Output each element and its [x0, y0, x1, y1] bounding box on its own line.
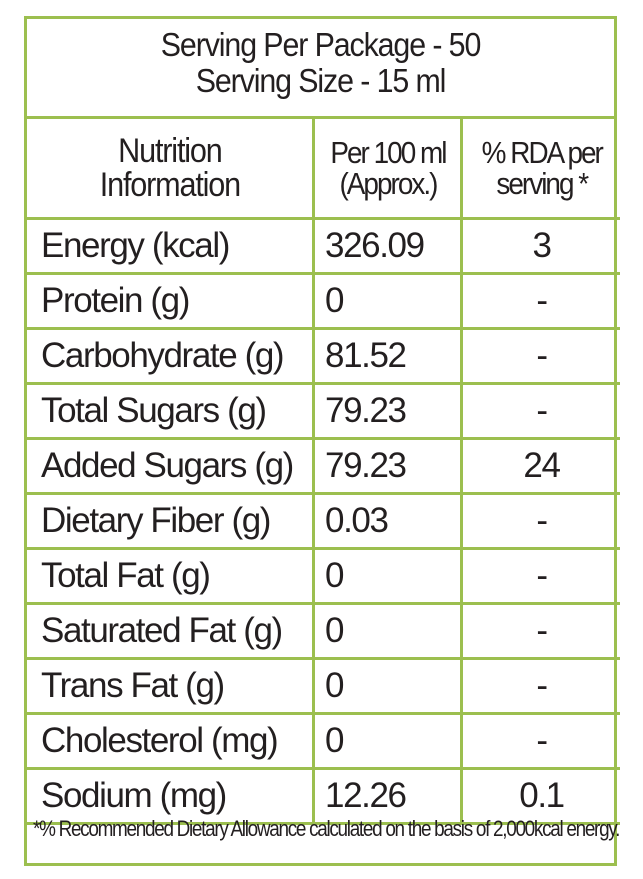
table-row: Cholesterol (mg) 0 -: [27, 712, 620, 770]
table-row: Trans Fat (g) 0 -: [27, 657, 620, 715]
nutrient-name: Energy (kcal): [27, 217, 315, 275]
nutrient-rda: -: [460, 547, 620, 605]
serving-per-package: Serving Per Package - 50: [160, 26, 482, 63]
table-row: Total Sugars (g) 79.23 -: [27, 382, 620, 440]
nutrition-label: Serving Per Package - 50 Serving Size - …: [24, 16, 620, 866]
nutrient-value: 12.26: [312, 767, 463, 825]
table-row: Carbohydrate (g) 81.52 -: [27, 327, 620, 385]
table-row: Sodium (mg) 12.26 0.1: [27, 767, 620, 825]
nutrient-value: 0: [312, 547, 463, 605]
table-row: Dietary Fiber (g) 0.03 -: [27, 492, 620, 550]
nutrient-rda: -: [460, 272, 620, 330]
nutrient-rda: 3: [460, 217, 620, 275]
nutrient-value: 0: [312, 712, 463, 770]
column-header-per-100ml-line1: Per 100 ml: [329, 135, 447, 170]
serving-header: Serving Per Package - 50 Serving Size - …: [27, 19, 614, 119]
nutrient-value: 0: [312, 272, 463, 330]
serving-size: Serving Size - 15 ml: [195, 62, 447, 99]
nutrient-rda: 0.1: [460, 767, 620, 825]
column-header-rda-line1: % RDA per: [481, 135, 603, 170]
nutrient-name: Trans Fat (g): [27, 657, 315, 715]
table-row: Energy (kcal) 326.09 3: [27, 217, 620, 275]
nutrient-value: 79.23: [312, 382, 463, 440]
nutrient-rda: -: [460, 712, 620, 770]
column-header-per-100ml: Per 100 ml (Approx.): [312, 119, 463, 220]
table-header-row: Nutrition Information Per 100 ml (Approx.)…: [27, 119, 620, 220]
nutrient-name: Saturated Fat (g): [27, 602, 315, 660]
rda-footnote-text: *% Recommended Dietary Allowance calcula…: [33, 816, 620, 841]
nutrient-rda: -: [460, 602, 620, 660]
nutrient-name: Carbohydrate (g): [27, 327, 315, 385]
nutrition-table: Nutrition Information Per 100 ml (Approx.)…: [27, 119, 620, 825]
nutrient-name: Dietary Fiber (g): [27, 492, 315, 550]
column-header-rda-line2: serving *: [496, 166, 589, 201]
nutrient-value: 81.52: [312, 327, 463, 385]
nutrient-name: Protein (g): [27, 272, 315, 330]
nutrient-rda: -: [460, 657, 620, 715]
column-header-per-100ml-line2: (Approx.): [339, 166, 438, 201]
column-header-rda: % RDA per serving *: [460, 119, 620, 220]
nutrient-rda: -: [460, 327, 620, 385]
nutrient-rda: 24: [460, 437, 620, 495]
table-row: Saturated Fat (g) 0 -: [27, 602, 620, 660]
nutrient-value: 0: [312, 602, 463, 660]
column-header-nutrition-line1: Nutrition: [117, 132, 223, 170]
nutrient-value: 79.23: [312, 437, 463, 495]
nutrient-name: Total Sugars (g): [27, 382, 315, 440]
nutrient-name: Total Fat (g): [27, 547, 315, 605]
nutrient-value: 0: [312, 657, 463, 715]
nutrient-name: Added Sugars (g): [27, 437, 315, 495]
table-row: Added Sugars (g) 79.23 24: [27, 437, 620, 495]
column-header-nutrition-line2: Information: [99, 166, 240, 204]
table-row: Total Fat (g) 0 -: [27, 547, 620, 605]
nutrient-name: Cholesterol (mg): [27, 712, 315, 770]
nutrient-value: 326.09: [312, 217, 463, 275]
nutrient-name: Sodium (mg): [27, 767, 315, 825]
table-row: Protein (g) 0 -: [27, 272, 620, 330]
rda-footnote: *% Recommended Dietary Allowance calcula…: [33, 804, 620, 862]
nutrient-rda: -: [460, 382, 620, 440]
column-header-nutrition: Nutrition Information: [27, 119, 315, 220]
nutrient-rda: -: [460, 492, 620, 550]
nutrient-value: 0.03: [312, 492, 463, 550]
